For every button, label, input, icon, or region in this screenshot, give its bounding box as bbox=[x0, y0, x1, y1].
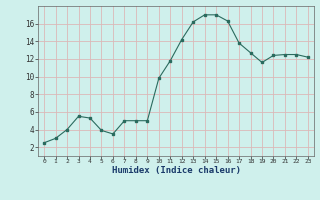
X-axis label: Humidex (Indice chaleur): Humidex (Indice chaleur) bbox=[111, 166, 241, 175]
